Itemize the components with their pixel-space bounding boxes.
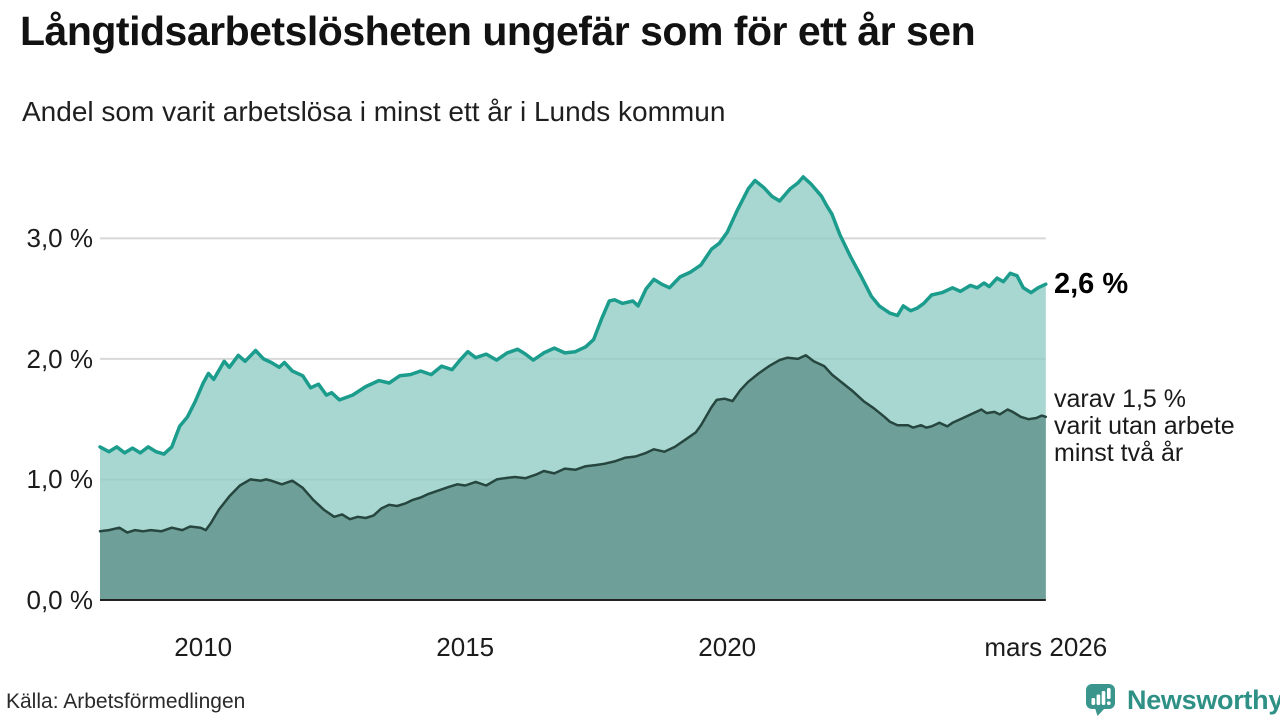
x-tick-label: 2015 bbox=[436, 632, 495, 662]
y-tick-label: 0,0 % bbox=[26, 585, 94, 615]
secondary-value-label: varav 1,5 % varit utan arbete minst två … bbox=[1054, 384, 1235, 467]
x-tick-label: 2020 bbox=[698, 632, 757, 662]
secondary-value-line3: minst två år bbox=[1054, 438, 1184, 467]
y-tick-label: 1,0 % bbox=[26, 464, 94, 495]
y-tick-label: 2,0 % bbox=[26, 343, 94, 374]
latest-value-label: 2,6 % bbox=[1054, 268, 1129, 301]
newsworthy-wordmark: Newsworthy bbox=[1127, 684, 1280, 715]
chart-subtitle: Andel som varit arbetslösa i minst ett å… bbox=[22, 96, 726, 127]
source-label: Källa: Arbetsförmedlingen bbox=[6, 690, 246, 713]
x-tick-label: mars 2026 bbox=[984, 632, 1108, 662]
y-tick-label: 3,0 % bbox=[26, 223, 94, 254]
x-tick-label: 2010 bbox=[174, 632, 233, 662]
chart-title: Långtidsarbetslösheten ungefär som för e… bbox=[20, 8, 976, 54]
newsworthy-logo: Newsworthy bbox=[1084, 683, 1280, 717]
secondary-value-line2: varit utan arbete bbox=[1054, 411, 1235, 440]
newsworthy-logo-icon bbox=[1086, 684, 1115, 716]
secondary-value-line1: varav 1,5 % bbox=[1054, 384, 1187, 413]
